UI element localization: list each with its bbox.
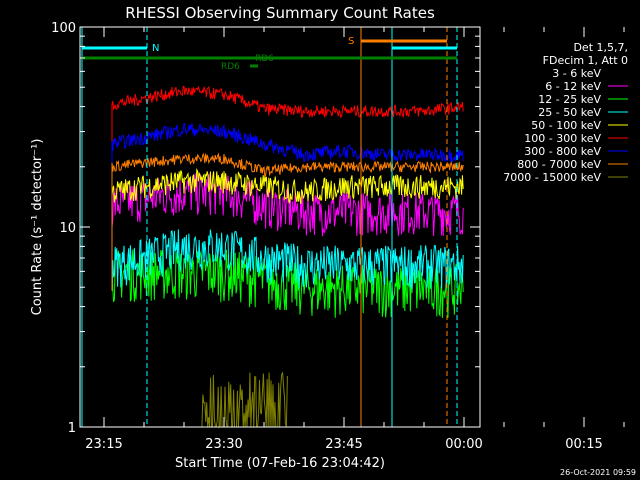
series-line bbox=[111, 122, 464, 291]
x-tick-label: 23:30 bbox=[205, 437, 242, 452]
footer-timestamp: 26-Oct-2021 09:59 bbox=[560, 468, 636, 477]
y-tick-label: 1 bbox=[68, 421, 76, 436]
x-tick-label: 23:15 bbox=[85, 437, 122, 452]
y-tick-label: 100 bbox=[51, 21, 76, 36]
legend-title: FDecim 1, Att 0 bbox=[543, 54, 628, 67]
series-line bbox=[111, 229, 464, 291]
legend-label: 800 - 7000 keV bbox=[517, 158, 601, 171]
plot-data bbox=[111, 85, 464, 429]
legend-label: 6 - 12 keV bbox=[545, 80, 601, 93]
series-line bbox=[111, 106, 464, 291]
series-line bbox=[111, 172, 464, 291]
series-line bbox=[111, 85, 464, 291]
series-line bbox=[111, 249, 464, 319]
series-line bbox=[200, 372, 288, 429]
annotation-label: RD6 bbox=[255, 54, 274, 64]
reference-lines: N S RD6 RD6 bbox=[81, 27, 458, 427]
legend-label: 50 - 100 keV bbox=[531, 119, 601, 132]
legend-title: Det 1,5,7, bbox=[573, 41, 628, 54]
chart-title: RHESSI Observing Summary Count Rates bbox=[125, 4, 435, 22]
legend-label: 300 - 800 keV bbox=[524, 145, 601, 158]
series-line bbox=[111, 152, 464, 291]
annotation-label: S bbox=[348, 36, 354, 47]
x-axis-label: Start Time (07-Feb-16 23:04:42) bbox=[175, 456, 385, 471]
legend-label: 7000 - 15000 keV bbox=[503, 171, 601, 184]
legend-label: 100 - 300 keV bbox=[524, 132, 601, 145]
x-tick-label: 00:15 bbox=[565, 437, 602, 452]
y-axis-label: Count Rate (s⁻¹ detector⁻¹) bbox=[30, 139, 45, 316]
x-tick-label: 00:00 bbox=[445, 437, 482, 452]
legend-label: 3 - 6 keV bbox=[552, 67, 601, 80]
series-line bbox=[111, 168, 464, 291]
x-tick-label: 23:45 bbox=[325, 437, 362, 452]
annotation-label: N bbox=[152, 43, 159, 54]
annotation-label: RD6 bbox=[221, 62, 240, 72]
y-tick-label: 10 bbox=[59, 221, 76, 236]
legend-label: 25 - 50 keV bbox=[538, 106, 601, 119]
legend-label: 12 - 25 keV bbox=[538, 93, 601, 106]
